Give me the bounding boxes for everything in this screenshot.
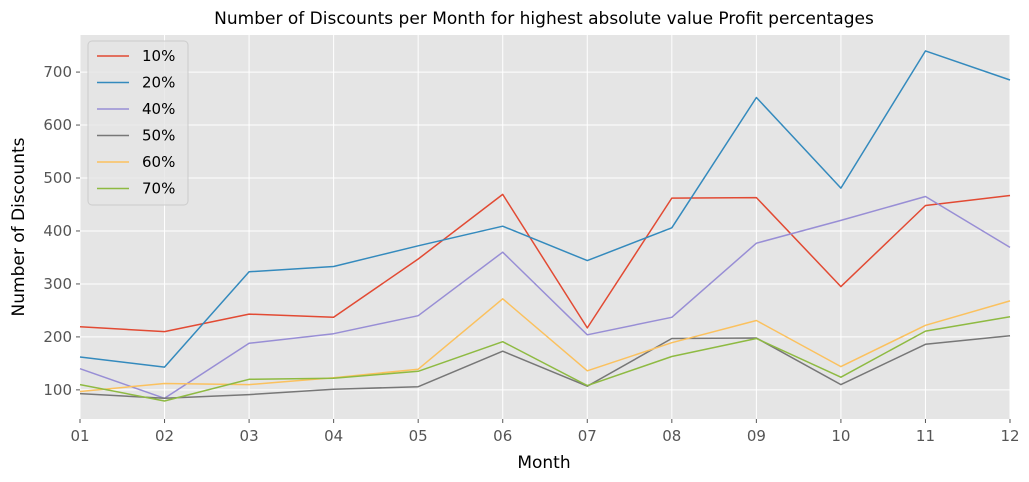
y-tick-label: 700	[43, 63, 72, 81]
series-line	[79, 316, 1011, 402]
chart-title: Number of Discounts per Month for highes…	[214, 9, 874, 29]
legend-label: 40%	[142, 100, 175, 118]
y-tick-label: 300	[43, 275, 72, 293]
legend-label: 50%	[142, 127, 175, 145]
legend-label: 20%	[142, 74, 175, 92]
y-tick-label: 200	[43, 328, 72, 346]
y-axis-ticks: 100 200 300 400 500 600 700	[43, 63, 80, 399]
x-tick-label: 01	[70, 427, 89, 445]
x-tick-label: 02	[155, 427, 174, 445]
series-line	[79, 50, 1011, 368]
legend: 10% 20% 40% 50% 60% 70%	[87, 40, 189, 206]
plot-background	[80, 35, 1010, 419]
legend-label: 60%	[142, 153, 175, 171]
series-line	[79, 335, 1011, 400]
y-axis-label: Number of Discounts	[9, 137, 29, 316]
series-lines	[79, 50, 1011, 402]
x-tick-label: 06	[493, 427, 512, 445]
x-tick-label: 05	[409, 427, 428, 445]
legend-label: 70%	[142, 180, 175, 198]
x-axis-ticks: 01 02 03 04 05 06 07 08 09 10 11 12	[70, 419, 1020, 445]
x-tick-label: 12	[1000, 427, 1019, 445]
x-tick-label: 09	[747, 427, 766, 445]
legend-label: 10%	[142, 47, 175, 65]
x-tick-label: 07	[578, 427, 597, 445]
x-axis-label: Month	[517, 453, 570, 473]
x-tick-label: 03	[240, 427, 259, 445]
x-tick-label: 11	[916, 427, 935, 445]
x-tick-label: 10	[831, 427, 850, 445]
grid-lines	[79, 35, 1011, 419]
x-tick-label: 04	[324, 427, 343, 445]
y-tick-label: 500	[43, 169, 72, 187]
series-line	[79, 195, 1011, 400]
y-tick-label: 100	[43, 381, 72, 399]
y-tick-label: 600	[43, 116, 72, 134]
series-line	[79, 193, 1011, 333]
y-tick-label: 400	[43, 222, 72, 240]
x-tick-label: 08	[662, 427, 681, 445]
series-line	[79, 298, 1011, 393]
